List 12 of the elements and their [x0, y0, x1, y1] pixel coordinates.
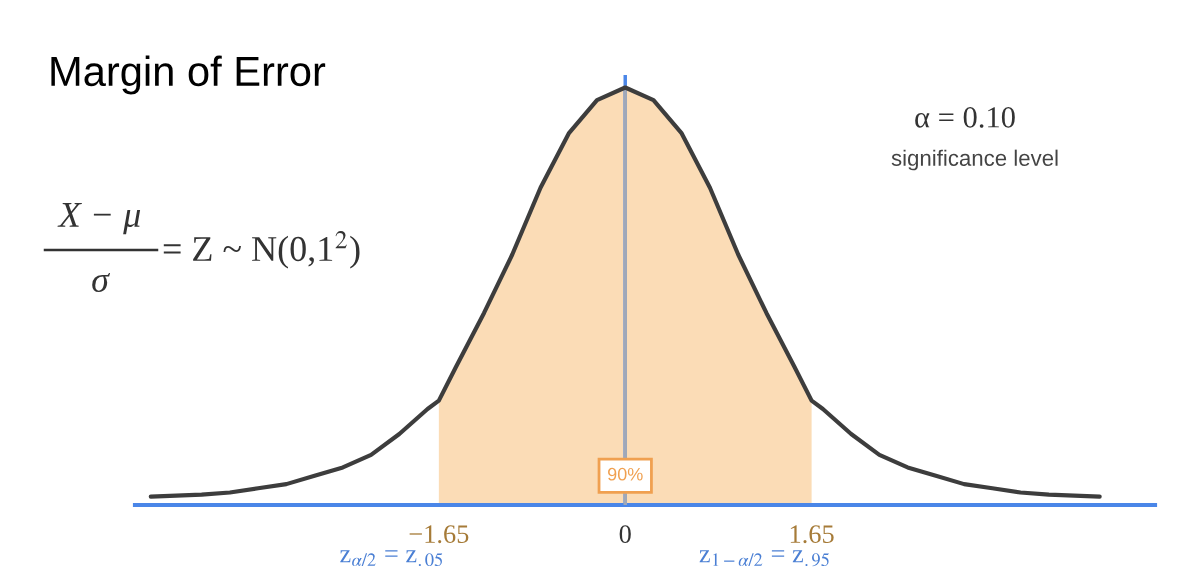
text: z$_{α/2}$ = z$_{.05}$ [340, 550, 443, 567]
x-tick-label: 1.65 [790, 525, 834, 544]
chart-title: Margin of Error [51, 55, 326, 95]
x-tick-label: −1.65 [409, 525, 469, 544]
band-label: 90% [608, 467, 643, 481]
annotation: = Z ~ N(0,1$^{2}$) [163, 231, 360, 269]
annotation: X − μ [57, 203, 141, 235]
annotation: α = 0.10 [915, 107, 1015, 128]
x-tick-label: 0 [619, 525, 631, 544]
annotation: significance level [891, 149, 1058, 171]
text: z$_{1−α/2}$ = z$_{.95}$ [699, 550, 829, 567]
text: σ [92, 273, 111, 293]
